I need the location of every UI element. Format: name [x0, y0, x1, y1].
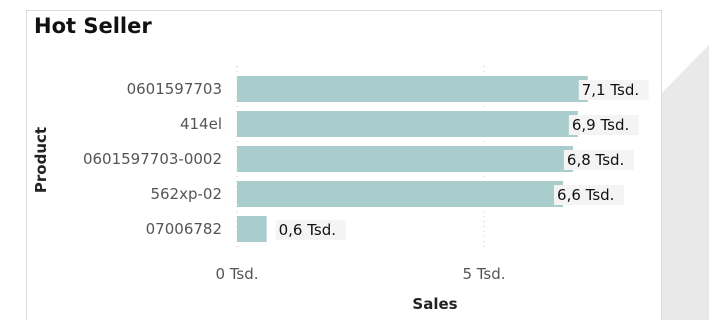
x-tick-label: 5 Tsd. — [462, 265, 505, 283]
category-label: 0601597703-0002 — [83, 150, 222, 168]
bar — [237, 146, 573, 172]
bar — [237, 111, 578, 137]
bar — [237, 181, 563, 207]
data-label: 6,8 Tsd. — [567, 151, 624, 169]
data-label: 6,9 Tsd. — [572, 116, 629, 134]
category-label: 07006782 — [146, 220, 222, 238]
bar — [237, 76, 588, 102]
data-label: 7,1 Tsd. — [582, 81, 639, 99]
category-label: 562xp-02 — [150, 185, 222, 203]
x-axis-title: Sales — [412, 295, 457, 313]
y-axis-title: Product — [32, 127, 50, 193]
category-label: 414el — [180, 115, 222, 133]
x-tick-label: 0 Tsd. — [215, 265, 258, 283]
data-label: 6,6 Tsd. — [557, 186, 614, 204]
data-label: 0,6 Tsd. — [279, 221, 336, 239]
bar — [237, 216, 267, 242]
bars: 7,1 Tsd. 6,9 Tsd. 6,8 Tsd. 6,6 Tsd. 0,6 Tsd. — [237, 76, 649, 242]
x-tick-labels: 0 Tsd. 5 Tsd. — [215, 265, 505, 283]
category-labels: 0601597703 414el 0601597703-0002 562xp-02 07… — [83, 80, 222, 238]
category-label: 0601597703 — [127, 80, 222, 98]
